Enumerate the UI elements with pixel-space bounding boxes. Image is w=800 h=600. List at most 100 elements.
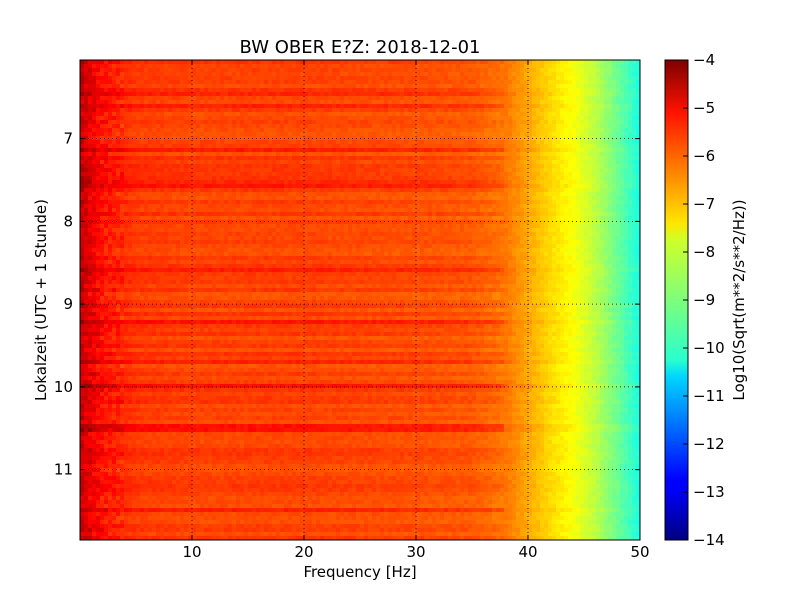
heatmap-cell (272, 152, 276, 156)
heatmap-cell (264, 144, 268, 148)
heatmap-cell (220, 188, 224, 192)
heatmap-cell (328, 72, 332, 76)
heatmap-cell (232, 200, 236, 204)
heatmap-cell (476, 184, 480, 188)
heatmap-cell (380, 124, 384, 128)
heatmap-cell (608, 180, 612, 184)
heatmap-cell (616, 144, 620, 148)
heatmap-cell (168, 88, 172, 92)
heatmap-cell (476, 64, 480, 68)
heatmap-cell (324, 104, 328, 108)
heatmap-cell (632, 76, 636, 80)
heatmap-cell (568, 168, 572, 172)
heatmap-cell (216, 132, 220, 136)
heatmap-cell (256, 120, 260, 124)
heatmap-cell (392, 160, 396, 164)
heatmap-cell (544, 96, 548, 100)
heatmap-cell (456, 160, 460, 164)
heatmap-cell (436, 156, 440, 160)
heatmap-cell (536, 116, 540, 120)
heatmap-cell (392, 196, 396, 200)
heatmap-cell (544, 116, 548, 120)
heatmap-cell (180, 120, 184, 124)
heatmap-cell (172, 200, 176, 204)
heatmap-cell (596, 84, 600, 88)
heatmap-cell (492, 188, 496, 192)
heatmap-cell (548, 84, 552, 88)
heatmap-cell (348, 76, 352, 80)
heatmap-cell (324, 176, 328, 180)
heatmap-cell (416, 124, 420, 128)
heatmap-cell (236, 92, 240, 96)
heatmap-cell (256, 72, 260, 76)
heatmap-cell (508, 176, 512, 180)
heatmap-cell (556, 108, 560, 112)
heatmap-cell (332, 96, 336, 100)
heatmap-cell (328, 80, 332, 84)
heatmap-cell (336, 156, 340, 160)
heatmap-cell (80, 132, 84, 136)
heatmap-cell (380, 180, 384, 184)
heatmap-cell (200, 72, 204, 76)
heatmap-cell (484, 124, 488, 128)
heatmap-cell (332, 196, 336, 200)
heatmap-cell (308, 136, 312, 140)
heatmap-cell (548, 112, 552, 116)
heatmap-cell (292, 176, 296, 180)
heatmap-cell (340, 168, 344, 172)
heatmap-cell (176, 80, 180, 84)
heatmap-cell (192, 88, 196, 92)
heatmap-cell (516, 140, 520, 144)
heatmap-cell (360, 144, 364, 148)
heatmap-cell (584, 180, 588, 184)
heatmap-cell (548, 72, 552, 76)
heatmap-cell (156, 148, 160, 152)
heatmap-cell (424, 184, 428, 188)
heatmap-cell (244, 144, 248, 148)
heatmap-cell (612, 160, 616, 164)
heatmap-cell (172, 104, 176, 108)
heatmap-cell (456, 140, 460, 144)
heatmap-cell (184, 176, 188, 180)
heatmap-cell (280, 64, 284, 68)
heatmap-cell (232, 100, 236, 104)
heatmap-cell (464, 128, 468, 132)
heatmap-cell (560, 104, 564, 108)
heatmap-cell (340, 112, 344, 116)
heatmap-cell (332, 192, 336, 196)
heatmap-cell (464, 104, 468, 108)
heatmap-cell (516, 136, 520, 140)
heatmap-cell (420, 148, 424, 152)
heatmap-cell (248, 112, 252, 116)
heatmap-cell (528, 76, 532, 80)
heatmap-cell (512, 128, 516, 132)
heatmap-cell (384, 176, 388, 180)
heatmap-cell (288, 116, 292, 120)
heatmap-cell (164, 172, 168, 176)
heatmap-cell (312, 148, 316, 152)
heatmap-cell (588, 168, 592, 172)
heatmap-cell (632, 140, 636, 144)
heatmap-cell (432, 116, 436, 120)
heatmap-cell (596, 184, 600, 188)
heatmap-cell (556, 100, 560, 104)
heatmap-cell (316, 84, 320, 88)
heatmap-cell (396, 184, 400, 188)
heatmap-cell (320, 76, 324, 80)
heatmap-cell (156, 152, 160, 156)
heatmap-cell (328, 196, 332, 200)
heatmap-cell (328, 64, 332, 68)
heatmap-cell (444, 136, 448, 140)
heatmap-cell (620, 96, 624, 100)
heatmap-cell (220, 164, 224, 168)
heatmap-cell (492, 120, 496, 124)
heatmap-cell (508, 116, 512, 120)
heatmap-cell (364, 168, 368, 172)
heatmap-cell (588, 104, 592, 108)
heatmap-cell (560, 88, 564, 92)
heatmap-cell (420, 124, 424, 128)
heatmap-cell (84, 104, 88, 108)
heatmap-cell (132, 160, 136, 164)
heatmap-cell (176, 84, 180, 88)
heatmap-cell (104, 80, 108, 84)
